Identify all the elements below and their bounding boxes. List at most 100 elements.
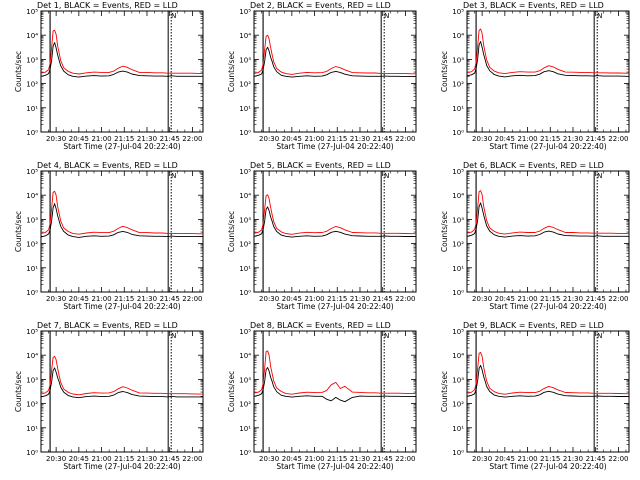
x-axis-label: Start Time (27-Jul-04 20:22:40)	[489, 302, 606, 311]
y-tick-label: 10⁵	[239, 8, 251, 16]
x-tick-label: 22:00	[182, 455, 202, 463]
x-tick-label: 21:15	[327, 135, 347, 143]
x-tick-label: 21:00	[91, 455, 111, 463]
chart-panel-2: Det 2, BLACK = Events, RED = LLD 10⁰ 10¹ 10…	[227, 1, 417, 151]
y-tick-label: 10¹	[452, 425, 464, 433]
y-tick-label: 10²	[452, 81, 464, 89]
x-tick-label: 21:15	[114, 135, 134, 143]
y-tick-label: 10¹	[239, 265, 251, 273]
x-tick-label: 21:45	[160, 135, 180, 143]
series-line-events	[40, 367, 203, 399]
x-tick-label: 21:45	[373, 295, 393, 303]
chart-title: Det 1, BLACK = Events, RED = LLD	[37, 1, 178, 10]
plot-frame	[253, 10, 417, 133]
series-line-lld	[253, 194, 416, 235]
y-tick-label: 10³	[452, 216, 464, 224]
y-tick-label: 10⁵	[26, 328, 38, 336]
x-tick-label: 21:30	[137, 455, 157, 463]
series-line-lld	[40, 29, 203, 75]
x-axis-label: Start Time (27-Jul-04 20:22:40)	[63, 302, 180, 311]
x-axis-label: Start Time (27-Jul-04 20:22:40)	[63, 462, 180, 471]
x-tick-label: 21:30	[563, 455, 583, 463]
y-axis-label: Counts/sec	[440, 51, 449, 92]
vline-marker-label: N	[597, 172, 602, 180]
series-line-events	[40, 203, 203, 238]
x-tick-label: 21:00	[517, 135, 537, 143]
y-tick-label: 10²	[26, 401, 38, 409]
vline-marker-label: N	[384, 172, 389, 180]
plot-frame	[40, 10, 204, 133]
y-tick-label: 10⁴	[452, 352, 464, 360]
series-line-lld	[253, 34, 416, 75]
x-tick-label: 20:30	[259, 455, 279, 463]
x-axis-label: Start Time (27-Jul-04 20:22:40)	[276, 462, 393, 471]
series-line-lld	[40, 190, 203, 235]
y-tick-label: 10⁵	[452, 8, 464, 16]
y-tick-label: 10²	[239, 81, 251, 89]
y-tick-label: 10¹	[239, 425, 251, 433]
series-line-events	[253, 206, 416, 238]
y-tick-label: 10³	[239, 216, 251, 224]
x-tick-label: 20:30	[472, 135, 492, 143]
chart-title: Det 3, BLACK = Events, RED = LLD	[463, 1, 604, 10]
x-tick-label: 21:00	[304, 135, 324, 143]
y-tick-label: 10⁵	[26, 8, 38, 16]
y-tick-label: 10²	[239, 241, 251, 249]
y-tick-label: 10²	[239, 401, 251, 409]
y-tick-label: 10³	[452, 376, 464, 384]
y-tick-label: 10³	[26, 376, 38, 384]
x-tick-label: 21:00	[91, 295, 111, 303]
chart-panel-7: Det 7, BLACK = Events, RED = LLD 10⁰ 10¹ 10…	[14, 321, 204, 471]
x-tick-label: 20:30	[46, 455, 66, 463]
y-axis-label: Counts/sec	[227, 371, 236, 412]
x-tick-label: 20:30	[46, 135, 66, 143]
plot-frame	[253, 330, 417, 453]
x-tick-label: 20:45	[282, 295, 302, 303]
y-tick-label: 10⁰	[452, 289, 464, 297]
y-tick-label: 10⁴	[239, 192, 251, 200]
y-tick-label: 10³	[26, 56, 38, 64]
x-tick-label: 21:30	[563, 295, 583, 303]
plot-frame	[466, 10, 630, 133]
x-tick-label: 20:45	[282, 135, 302, 143]
x-tick-label: 22:00	[182, 135, 202, 143]
chart-panel-4: Det 4, BLACK = Events, RED = LLD 10⁰ 10¹ 10…	[14, 161, 204, 311]
chart-title: Det 7, BLACK = Events, RED = LLD	[37, 321, 178, 330]
x-tick-label: 21:15	[327, 455, 347, 463]
chart-panel-5: Det 5, BLACK = Events, RED = LLD 10⁰ 10¹ 10…	[227, 161, 417, 311]
y-tick-label: 10³	[452, 56, 464, 64]
x-tick-label: 21:15	[540, 455, 560, 463]
x-axis-label: Start Time (27-Jul-04 20:22:40)	[63, 142, 180, 151]
x-axis-label: Start Time (27-Jul-04 20:22:40)	[489, 462, 606, 471]
plot-frame	[253, 170, 417, 293]
y-tick-label: 10⁴	[239, 352, 251, 360]
y-axis-label: Counts/sec	[440, 371, 449, 412]
y-axis-label: Counts/sec	[440, 211, 449, 252]
x-axis-label: Start Time (27-Jul-04 20:22:40)	[489, 142, 606, 151]
chart-panel-8: Det 8, BLACK = Events, RED = LLD 10⁰ 10¹ 10…	[227, 321, 417, 471]
x-tick-label: 20:45	[495, 135, 515, 143]
y-axis-label: Counts/sec	[14, 211, 23, 252]
y-tick-label: 10³	[239, 56, 251, 64]
series-line-lld	[40, 355, 203, 396]
y-tick-label: 10⁰	[239, 289, 251, 297]
x-tick-label: 21:00	[517, 455, 537, 463]
chart-title: Det 2, BLACK = Events, RED = LLD	[250, 1, 391, 10]
y-axis-label: Counts/sec	[227, 211, 236, 252]
x-tick-label: 21:45	[160, 455, 180, 463]
y-tick-label: 10⁰	[452, 129, 464, 137]
x-tick-label: 21:30	[137, 135, 157, 143]
x-tick-label: 21:45	[586, 455, 606, 463]
series-line-lld	[466, 351, 629, 395]
x-tick-label: 22:00	[182, 295, 202, 303]
x-tick-label: 21:30	[350, 295, 370, 303]
x-tick-label: 22:00	[395, 455, 415, 463]
x-tick-label: 21:45	[373, 135, 393, 143]
y-tick-label: 10⁴	[452, 192, 464, 200]
x-tick-label: 22:00	[395, 295, 415, 303]
plot-frame	[466, 330, 630, 453]
x-tick-label: 21:30	[137, 295, 157, 303]
chart-panel-3: Det 3, BLACK = Events, RED = LLD 10⁰ 10¹ 10…	[440, 1, 630, 151]
x-tick-label: 22:00	[608, 295, 628, 303]
